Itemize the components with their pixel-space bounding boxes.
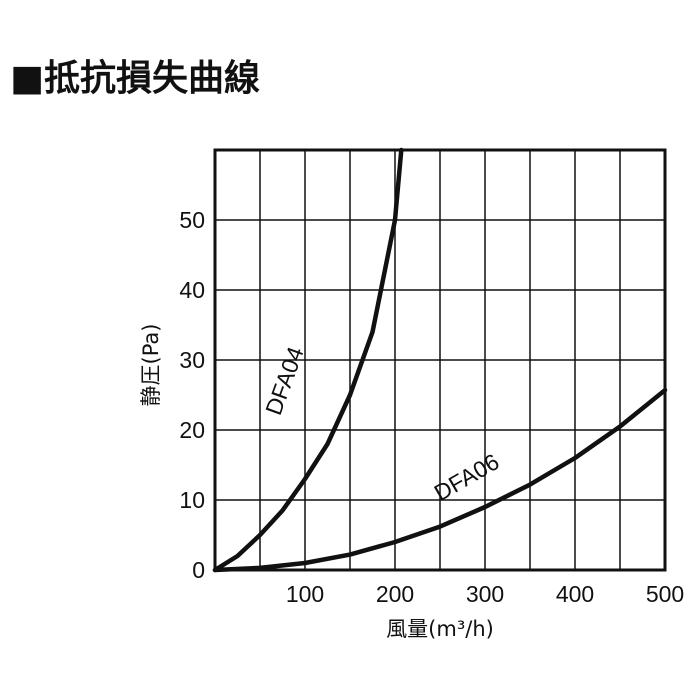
line xyxy=(212,387,668,573)
y-tick-label: 0 xyxy=(192,557,205,583)
line xyxy=(212,147,404,573)
y-tick-label: 50 xyxy=(179,207,205,233)
y-axis-label: 静圧(Pa) xyxy=(139,324,163,407)
plot-frame xyxy=(213,148,667,572)
x-tick-label: 500 xyxy=(646,581,684,607)
x-tick-label: 200 xyxy=(376,581,414,607)
y-tick-label: 30 xyxy=(179,347,205,373)
y-tick-label: 20 xyxy=(179,417,205,443)
x-axis-label: 風量(m³/h) xyxy=(386,617,494,641)
series-label: DFA04 xyxy=(260,343,309,418)
x-tick-label: 400 xyxy=(556,581,594,607)
x-tick-label: 100 xyxy=(286,581,324,607)
y-tick-label: 10 xyxy=(179,487,205,513)
chart-title: ■抵抗損失曲線 xyxy=(10,57,260,99)
x-tick-label: 300 xyxy=(466,581,504,607)
y-tick-label: 40 xyxy=(179,277,205,303)
